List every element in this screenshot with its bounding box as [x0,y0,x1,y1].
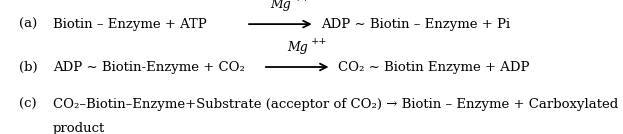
Text: product: product [53,122,105,134]
Text: ++: ++ [311,37,327,46]
Text: ++: ++ [294,0,310,3]
Text: (a): (a) [19,18,37,31]
Text: Mg: Mg [270,0,291,11]
Text: CO₂–Biotin–Enzyme+Substrate (acceptor of CO₂) → Biotin – Enzyme + Carboxylated: CO₂–Biotin–Enzyme+Substrate (acceptor of… [53,98,618,111]
Text: CO₂ ∼ Biotin Enzyme + ADP: CO₂ ∼ Biotin Enzyme + ADP [338,60,529,74]
Text: Mg: Mg [287,41,308,54]
Text: (b): (b) [19,60,37,74]
Text: ADP ∼ Biotin-Enzyme + CO₂: ADP ∼ Biotin-Enzyme + CO₂ [53,60,245,74]
Text: ADP ∼ Biotin – Enzyme + Pi: ADP ∼ Biotin – Enzyme + Pi [321,18,510,31]
Text: Biotin – Enzyme + ATP: Biotin – Enzyme + ATP [53,18,207,31]
Text: (c): (c) [19,98,36,111]
